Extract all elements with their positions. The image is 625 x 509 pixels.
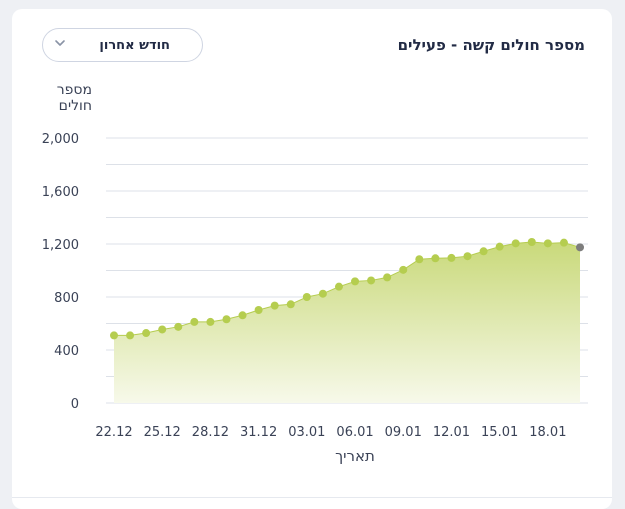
data-point[interactable] [415,255,424,264]
y-tick-label: 1,200 [42,238,79,253]
data-point[interactable] [495,242,504,251]
data-point[interactable] [126,331,135,340]
period-dropdown-value: חודש אחרון [99,38,170,53]
x-axis-label: תאריך [335,447,375,465]
x-tick-label: 03.01 [288,425,325,440]
y-tick-labels: 0 400 800 1,200 1,600 2,000 [42,132,79,412]
data-point[interactable] [463,252,472,261]
x-tick-label: 15.01 [481,425,518,440]
data-point[interactable] [270,301,279,310]
data-point[interactable] [479,247,488,256]
x-tick-label: 18.01 [529,425,566,440]
area-chart: 0 400 800 1,200 1,600 2,000 22.12 25.12 28.12 31… [42,132,588,465]
x-tick-label: 25.12 [144,425,181,440]
data-point[interactable] [222,315,231,324]
data-point[interactable] [318,289,327,298]
data-point[interactable] [383,273,392,282]
y-axis-label-line-2: חולים [58,98,92,114]
data-point[interactable] [543,239,552,248]
x-tick-label: 09.01 [385,425,422,440]
data-point[interactable] [334,282,343,291]
x-tick-label: 22.12 [95,425,132,440]
data-point[interactable] [431,254,440,263]
data-point[interactable] [367,276,376,285]
data-point[interactable] [110,331,118,340]
y-axis-label: מספר חולים [32,82,92,114]
y-tick-label: 800 [54,291,79,306]
y-axis-label-line-1: מספר [56,82,92,98]
x-tick-label: 12.01 [433,425,470,440]
data-point[interactable] [286,300,295,309]
x-tick-label: 06.01 [336,425,373,440]
data-point[interactable] [206,317,215,326]
data-point[interactable] [142,329,151,338]
data-point[interactable] [399,265,408,274]
chevron-down-icon [55,40,65,46]
data-point[interactable] [527,238,536,247]
x-tick-labels: 22.12 25.12 28.12 31.12 03.01 06.01 09.01 12.01… [95,425,566,440]
data-point[interactable] [302,293,311,301]
data-point[interactable] [238,311,247,320]
data-point[interactable] [351,277,360,286]
x-tick-label: 28.12 [192,425,229,440]
x-tick-label: 31.12 [240,425,277,440]
data-point[interactable] [511,239,520,248]
data-point[interactable] [158,325,167,334]
y-tick-label: 1,600 [42,185,79,200]
y-tick-label: 2,000 [42,132,79,147]
y-tick-label: 400 [54,344,79,359]
data-point[interactable] [576,243,584,252]
data-point[interactable] [559,238,568,247]
series-area [114,241,581,403]
area-fill [114,242,580,403]
data-point[interactable] [254,305,263,314]
series-points [110,238,584,340]
data-point[interactable] [190,317,199,326]
chart-title: מספר חולים קשה - פעילים [397,36,585,54]
y-tick-label: 0 [71,397,79,412]
data-point[interactable] [174,322,183,331]
chart-card: מספר חולים קשה - פעילים חודש אחרון מספר … [12,9,612,509]
card-divider [12,497,612,498]
data-point[interactable] [447,253,456,262]
period-dropdown[interactable]: חודש אחרון [42,28,203,62]
